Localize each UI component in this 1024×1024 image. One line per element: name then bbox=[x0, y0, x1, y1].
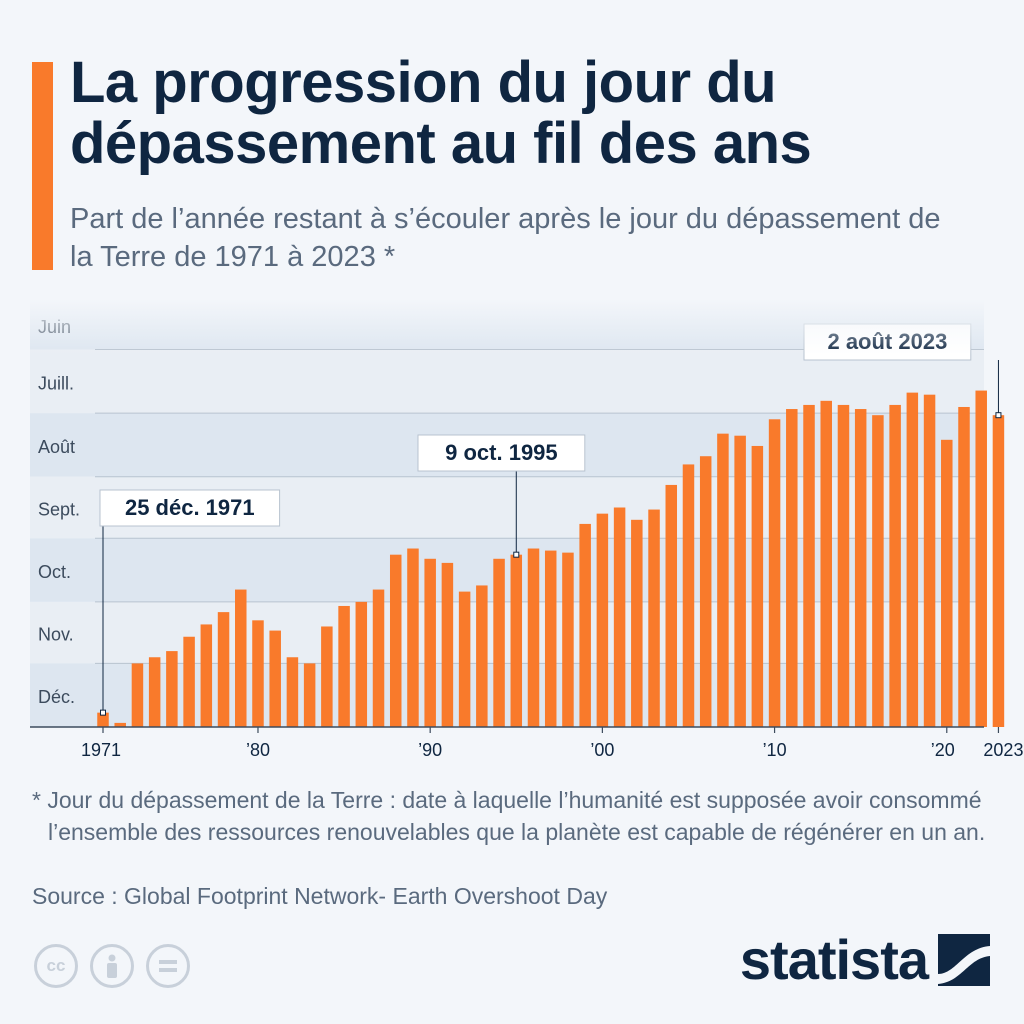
bar-2002 bbox=[631, 519, 643, 727]
bar-1989 bbox=[407, 548, 419, 727]
bar-1998 bbox=[562, 552, 574, 727]
bar-1980 bbox=[252, 620, 264, 727]
bar-1976 bbox=[183, 636, 195, 727]
bar-2019 bbox=[923, 394, 936, 727]
bar-1981 bbox=[269, 630, 281, 727]
bar-2013 bbox=[820, 400, 832, 727]
annotation-marker bbox=[100, 709, 106, 716]
bar-2015 bbox=[854, 409, 867, 727]
bar-1993 bbox=[476, 585, 488, 727]
annotation-marker bbox=[995, 412, 1002, 419]
bar-1985 bbox=[338, 605, 350, 727]
bar-2012 bbox=[803, 404, 815, 727]
statista-logo[interactable]: statista bbox=[740, 930, 990, 990]
annotation-label: 9 oct. 1995 bbox=[445, 440, 558, 465]
bar-1972 bbox=[114, 722, 126, 727]
bar-1991 bbox=[441, 562, 454, 727]
bar-2006 bbox=[699, 456, 712, 727]
bar-1977 bbox=[200, 624, 213, 727]
no-derivatives-icon[interactable] bbox=[146, 944, 190, 988]
bar-1979 bbox=[235, 589, 247, 727]
bar-2010 bbox=[768, 419, 781, 727]
bar-1996 bbox=[527, 548, 540, 727]
bar-1987 bbox=[372, 589, 385, 727]
bar-2000 bbox=[596, 513, 609, 727]
bar-1973 bbox=[131, 663, 144, 727]
title-accent-bar bbox=[32, 62, 53, 270]
chart-subtitle: Part de l’année restant à s’écouler aprè… bbox=[70, 203, 941, 273]
bar-1978 bbox=[217, 612, 230, 727]
y-band-label: Juill. bbox=[38, 373, 74, 393]
source-note: Source : Global Footprint Network- Earth… bbox=[32, 883, 608, 909]
bar-1984 bbox=[321, 626, 333, 727]
bar-1983 bbox=[303, 663, 316, 727]
bar-2009 bbox=[751, 445, 764, 727]
brand-wordmark: statista bbox=[739, 928, 929, 991]
bar-2005 bbox=[682, 464, 695, 727]
chart-title: La progression du jour du dépassement au… bbox=[70, 50, 812, 176]
bar-1971 bbox=[97, 712, 109, 727]
bar-1988 bbox=[389, 554, 402, 727]
x-tick-label: 2023 bbox=[983, 740, 1023, 760]
bar-2001 bbox=[613, 507, 626, 727]
y-band-label: Août bbox=[38, 437, 75, 457]
bar-1986 bbox=[355, 601, 368, 727]
bar-2008 bbox=[734, 435, 746, 727]
footnote: * Jour du dépassement de la Terre : date… bbox=[32, 787, 986, 845]
bar-2004 bbox=[665, 484, 678, 727]
y-band-label: Oct. bbox=[38, 562, 71, 582]
bar-2021 bbox=[958, 406, 970, 727]
x-tick-label: ’00 bbox=[590, 740, 614, 760]
bar-2023 bbox=[992, 415, 1005, 727]
bar-2011 bbox=[786, 409, 798, 727]
y-band-label: Sept. bbox=[38, 500, 80, 520]
annotation-box bbox=[99, 489, 281, 527]
bar-2020 bbox=[941, 439, 953, 727]
bar-1999 bbox=[579, 523, 591, 727]
bar-1994 bbox=[493, 558, 505, 727]
statista-logo-icon bbox=[938, 934, 990, 986]
annotation-label: 25 déc. 1971 bbox=[125, 495, 255, 520]
x-tick-label: ’10 bbox=[763, 740, 787, 760]
bar-1997 bbox=[544, 550, 557, 727]
x-tick-label: 1971 bbox=[81, 740, 121, 760]
cc-icon[interactable]: cc bbox=[34, 944, 78, 988]
attribution-icon[interactable] bbox=[90, 944, 134, 988]
x-tick-label: ’20 bbox=[931, 740, 955, 760]
license-icons: cc bbox=[34, 944, 190, 988]
y-band-label: Nov. bbox=[38, 625, 74, 645]
bar-1982 bbox=[286, 657, 299, 727]
bar-2003 bbox=[648, 509, 660, 727]
bar-2022 bbox=[975, 390, 987, 727]
bar-2017 bbox=[889, 404, 901, 727]
bar-2014 bbox=[837, 404, 850, 727]
bar-1990 bbox=[424, 558, 436, 727]
y-band-label: Déc. bbox=[38, 687, 75, 707]
annotation-box bbox=[417, 434, 586, 472]
bar-2007 bbox=[717, 433, 729, 727]
x-tick-label: ’90 bbox=[418, 740, 442, 760]
bar-2018 bbox=[906, 392, 919, 727]
bar-1995 bbox=[510, 554, 523, 727]
bar-1975 bbox=[166, 651, 178, 727]
bar-2016 bbox=[872, 415, 884, 727]
top-fade-overlay bbox=[30, 300, 990, 355]
annotation-marker bbox=[513, 551, 520, 558]
bar-1974 bbox=[148, 657, 161, 727]
bar-1992 bbox=[458, 591, 471, 727]
x-tick-label: ’80 bbox=[246, 740, 270, 760]
